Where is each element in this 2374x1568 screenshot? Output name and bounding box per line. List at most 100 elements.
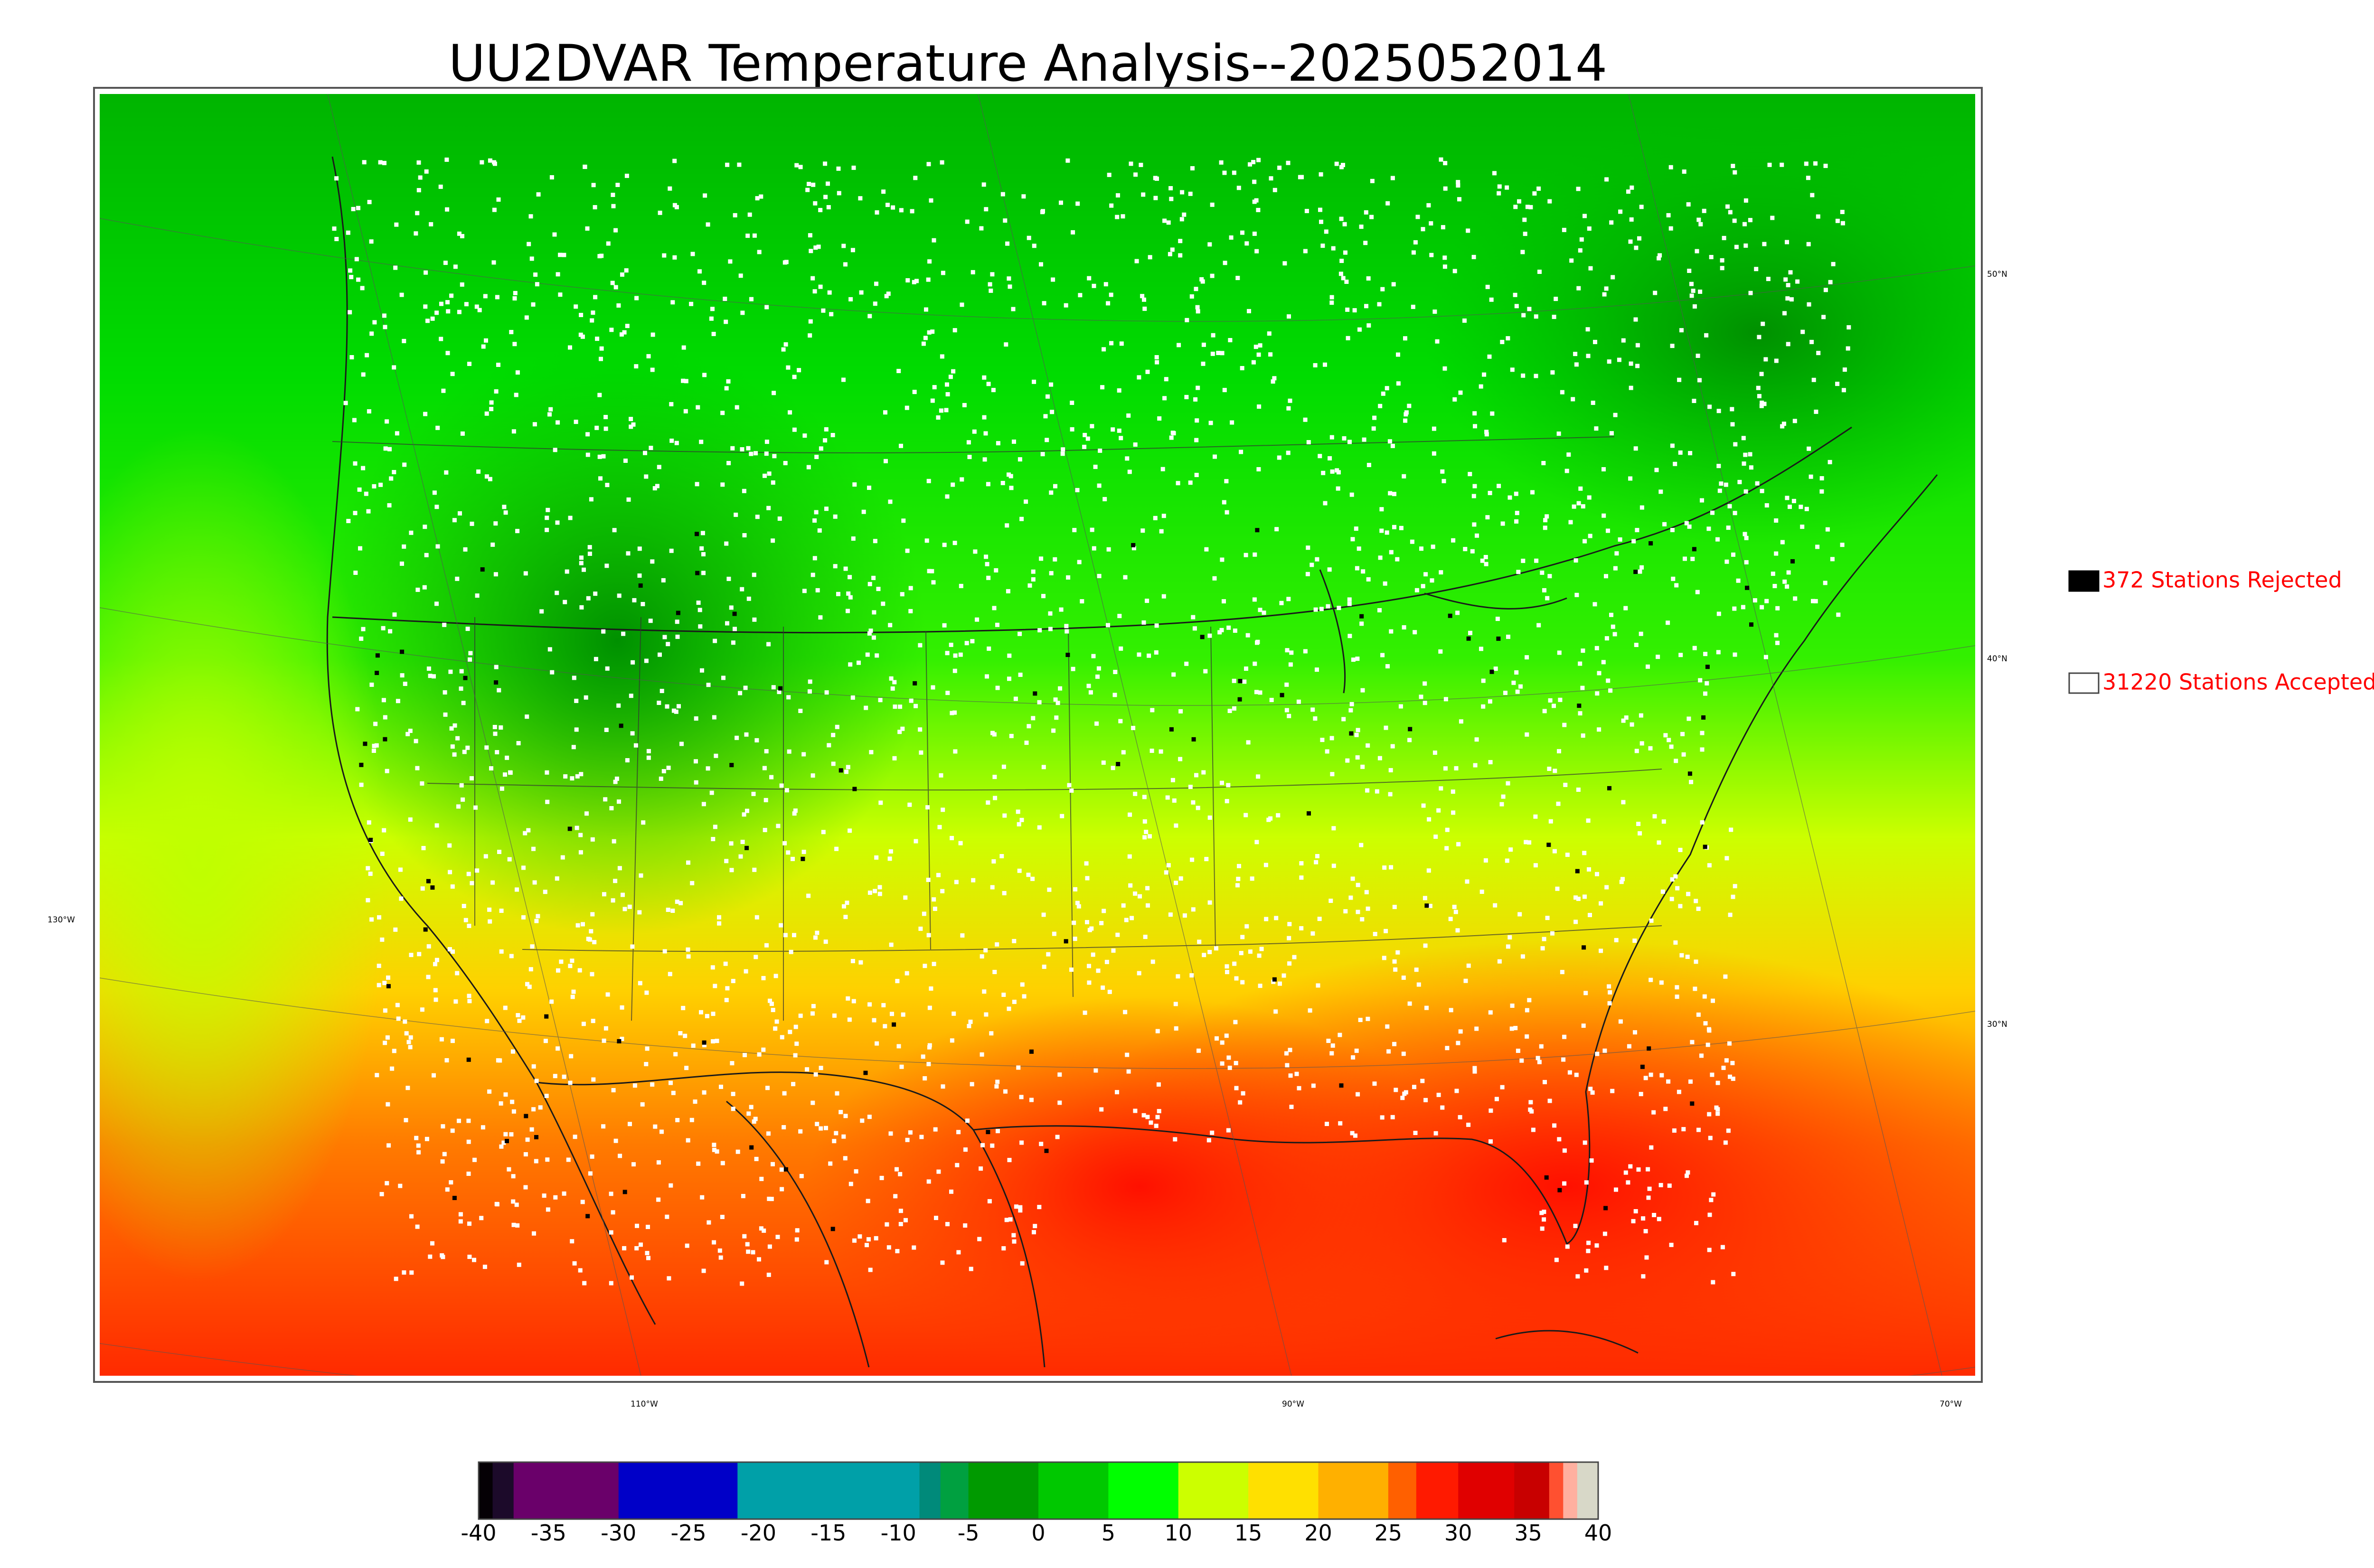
station-marker [933, 906, 937, 911]
station-marker [1657, 1217, 1661, 1221]
station-marker [1702, 994, 1707, 999]
station-marker [921, 1054, 925, 1059]
station-marker [786, 695, 791, 700]
station-marker [991, 388, 996, 393]
rejected-station-marker [1307, 811, 1311, 816]
station-marker [693, 1099, 697, 1104]
station-marker [1343, 250, 1347, 255]
station-marker [1012, 999, 1017, 1004]
station-marker [670, 300, 675, 305]
station-marker [895, 1167, 899, 1172]
station-marker [1716, 409, 1721, 413]
station-marker [1362, 437, 1366, 442]
station-marker [1142, 835, 1147, 840]
station-marker [1682, 169, 1686, 174]
station-marker [718, 1255, 723, 1260]
station-marker [1623, 1170, 1628, 1175]
station-marker [1049, 490, 1054, 495]
station-marker [1170, 431, 1175, 435]
station-marker [1840, 221, 1845, 225]
station-marker [674, 441, 679, 445]
station-marker [960, 302, 964, 307]
station-marker [956, 1130, 961, 1135]
station-marker [1239, 450, 1244, 454]
station-marker [1473, 424, 1477, 429]
station-marker [468, 657, 472, 662]
station-marker [1633, 446, 1638, 451]
station-marker [812, 556, 817, 561]
station-marker [1678, 847, 1683, 852]
station-marker [1436, 1092, 1441, 1097]
station-marker [1037, 628, 1042, 633]
station-marker [1590, 1090, 1595, 1095]
rejected-station-marker [1705, 665, 1710, 669]
station-marker [1266, 817, 1271, 822]
station-marker [1639, 631, 1643, 636]
station-marker [1017, 457, 1022, 462]
station-marker [433, 997, 438, 1002]
station-marker [661, 578, 666, 582]
station-marker [1749, 465, 1753, 470]
station-marker [1806, 176, 1810, 180]
station-marker [1182, 913, 1187, 918]
station-marker [450, 372, 455, 376]
station-marker [414, 1136, 419, 1140]
station-marker [1111, 427, 1115, 432]
station-marker [443, 712, 448, 717]
station-marker [1442, 255, 1447, 260]
station-marker [534, 1079, 539, 1083]
station-marker [593, 205, 597, 209]
station-marker [432, 1073, 436, 1078]
station-marker [1646, 1195, 1651, 1200]
station-marker [377, 983, 381, 987]
station-marker [1121, 903, 1126, 908]
station-marker [867, 1237, 871, 1242]
station-marker [609, 328, 614, 332]
station-marker [1027, 235, 1031, 240]
station-marker [1732, 606, 1737, 611]
station-marker [939, 773, 943, 778]
station-marker [1581, 504, 1585, 509]
station-marker [1840, 210, 1845, 214]
station-marker [586, 937, 591, 941]
station-marker [1635, 343, 1640, 347]
station-marker [425, 319, 430, 323]
station-marker [669, 1080, 673, 1085]
station-marker [613, 779, 618, 784]
station-marker [838, 1110, 843, 1115]
station-marker [895, 1249, 900, 1253]
station-marker [1604, 1266, 1609, 1270]
station-marker [1179, 217, 1184, 222]
station-marker [1201, 361, 1206, 366]
station-marker [1400, 1096, 1405, 1100]
station-marker [418, 175, 423, 180]
station-marker [1392, 1042, 1397, 1046]
station-marker [511, 1199, 516, 1204]
station-marker [1354, 1048, 1359, 1053]
station-marker [571, 989, 576, 994]
station-marker [834, 1131, 838, 1136]
station-marker [1258, 608, 1262, 612]
station-marker [1677, 1089, 1681, 1094]
station-marker [1521, 373, 1526, 378]
station-marker [1394, 1088, 1398, 1092]
station-marker [499, 949, 504, 954]
rejected-station-marker [830, 1227, 835, 1231]
station-marker [1604, 885, 1609, 890]
station-marker [769, 1002, 774, 1006]
station-marker [523, 831, 528, 836]
station-marker [451, 949, 455, 954]
station-marker [1699, 1053, 1704, 1058]
station-marker [1666, 213, 1671, 217]
station-marker [1149, 749, 1154, 753]
station-marker [1804, 507, 1809, 511]
station-marker [1007, 472, 1011, 477]
station-marker [562, 1191, 566, 1196]
station-marker [857, 660, 861, 665]
station-marker [1440, 1105, 1445, 1110]
station-marker [738, 273, 743, 278]
station-marker [1426, 203, 1431, 207]
station-marker [1310, 707, 1315, 712]
station-marker [1373, 932, 1377, 936]
station-marker [926, 162, 931, 167]
